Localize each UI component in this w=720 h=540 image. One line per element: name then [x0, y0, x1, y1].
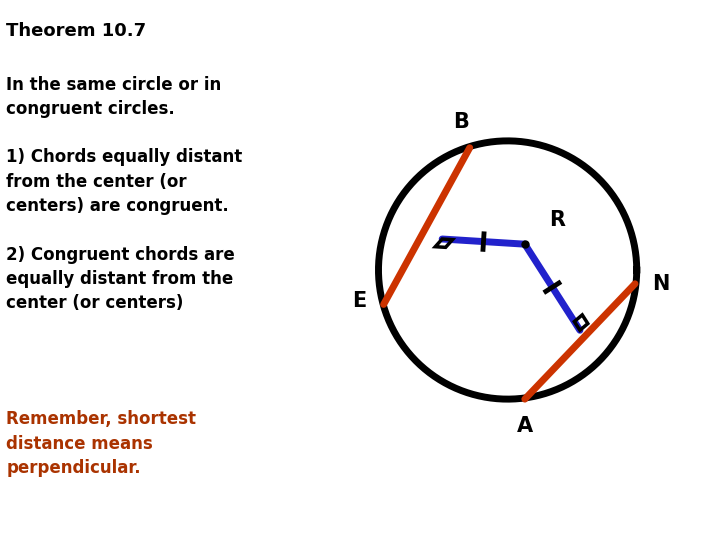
Text: R: R — [549, 211, 565, 231]
Text: In the same circle or in
congruent circles.

1) Chords equally distant
from the : In the same circle or in congruent circl… — [6, 76, 243, 312]
Text: B: B — [453, 112, 469, 132]
Text: Theorem 10.7: Theorem 10.7 — [6, 22, 147, 39]
Text: A: A — [517, 416, 533, 436]
Text: N: N — [652, 274, 670, 294]
Text: Remember, shortest
distance means
perpendicular.: Remember, shortest distance means perpen… — [6, 410, 197, 477]
Text: E: E — [352, 291, 366, 311]
